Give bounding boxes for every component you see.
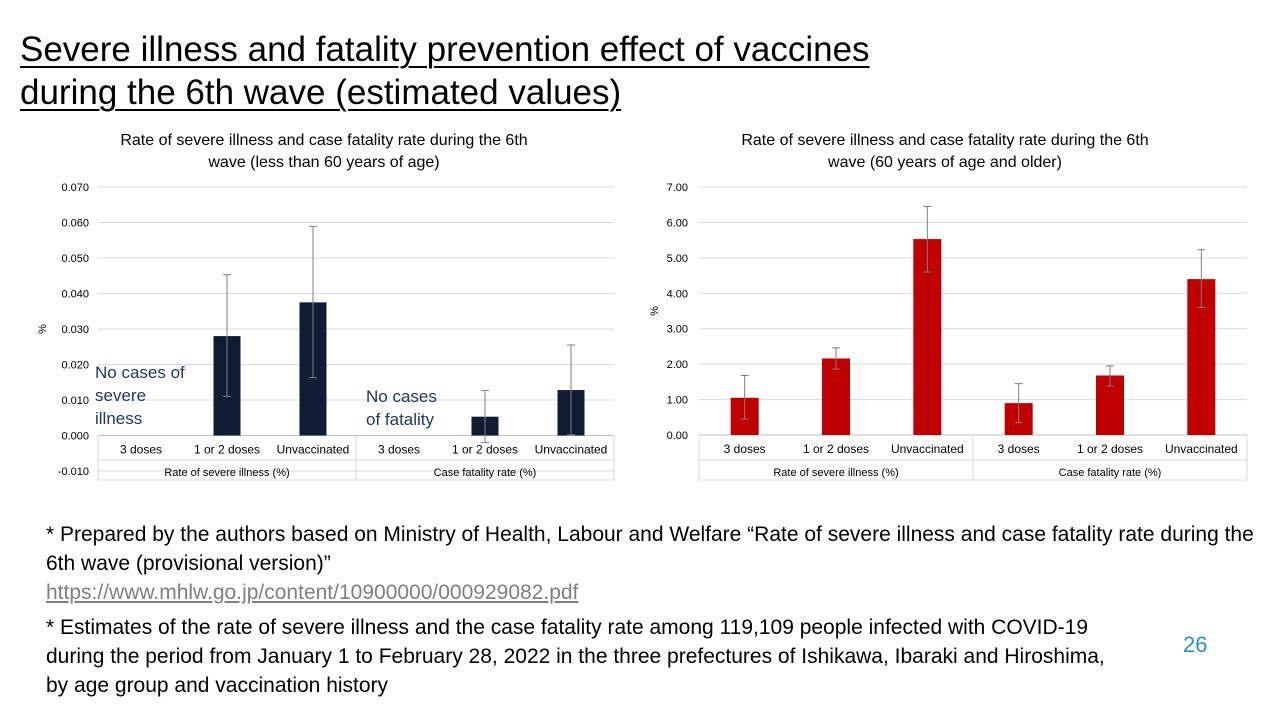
left-category-label: Unvaccinated xyxy=(277,443,350,457)
left-group-label: Rate of severe illness (%) xyxy=(164,467,289,479)
left-category-label: 3 doses xyxy=(120,443,162,457)
right-y-axis-label: % xyxy=(649,306,661,316)
left-category-label: Unvaccinated xyxy=(535,443,608,457)
right-category-label: 1 or 2 doses xyxy=(803,442,869,456)
slide-title: Severe illness and fatality prevention e… xyxy=(20,28,870,114)
right-bar xyxy=(822,358,850,435)
right-category-label: 1 or 2 doses xyxy=(1077,442,1143,456)
right-y-tick-label: 5.00 xyxy=(667,253,688,265)
right-category-label: 3 doses xyxy=(998,442,1040,456)
left-y-tick-label: 0.040 xyxy=(61,289,89,301)
left-category-label: 3 doses xyxy=(378,443,420,457)
right-category-label: 3 doses xyxy=(724,442,766,456)
source-note-text: * Prepared by the authors based on Minis… xyxy=(46,523,1254,575)
left-annotation: No cases of xyxy=(95,363,185,382)
left-group-label: Case fatality rate (%) xyxy=(434,467,537,479)
left-y-tick-label: 0.020 xyxy=(61,360,89,372)
left-y-tick-label: -0.010 xyxy=(58,466,89,478)
right-y-tick-label: 4.00 xyxy=(667,288,688,300)
right-category-label: Unvaccinated xyxy=(1165,442,1238,456)
left-y-tick-label: 0.000 xyxy=(61,431,89,443)
left-annotation: No cases xyxy=(366,387,437,406)
right-y-tick-label: 6.00 xyxy=(667,217,688,229)
left-category-label: 1 or 2 doses xyxy=(452,443,518,457)
chart-under-60: Rate of severe illness and case fatality… xyxy=(37,132,615,481)
right-group-label: Case fatality rate (%) xyxy=(1059,467,1162,479)
left-y-tick-label: 0.070 xyxy=(61,182,89,194)
slide-title-line-1: Severe illness and fatality prevention e… xyxy=(20,30,870,69)
left-y-tick-label: 0.030 xyxy=(61,324,89,336)
right-y-tick-label: 7.00 xyxy=(667,182,688,194)
source-note: * Prepared by the authors based on Minis… xyxy=(46,520,1271,607)
right-y-tick-label: 1.00 xyxy=(667,395,688,407)
left-annotation: illness xyxy=(95,409,142,428)
left-y-axis-label: % xyxy=(37,324,49,334)
right-title-line: wave (60 years of age and older) xyxy=(827,154,1062,171)
left-category-label: 1 or 2 doses xyxy=(194,443,260,457)
left-y-tick-label: 0.050 xyxy=(61,253,89,265)
left-annotation: of fatality xyxy=(366,410,435,429)
footnotes: * Prepared by the authors based on Minis… xyxy=(46,520,1271,700)
left-y-tick-label: 0.010 xyxy=(61,395,89,407)
left-title-line: Rate of severe illness and case fatality… xyxy=(120,132,527,149)
right-y-tick-label: 3.00 xyxy=(667,324,688,336)
source-link[interactable]: https://www.mhlw.go.jp/content/10900000/… xyxy=(46,581,579,604)
left-annotation: severe xyxy=(95,386,146,405)
right-y-tick-label: 0.00 xyxy=(667,430,688,442)
slide-title-line-2: during the 6th wave (estimated values) xyxy=(20,73,622,112)
right-title-line: Rate of severe illness and case fatality… xyxy=(741,132,1148,149)
chart-60-and-older: Rate of severe illness and case fatality… xyxy=(649,132,1248,481)
right-group-label: Rate of severe illness (%) xyxy=(773,467,898,479)
estimate-note: * Estimates of the rate of severe illnes… xyxy=(46,616,1105,697)
left-y-tick-label: 0.060 xyxy=(61,218,89,230)
right-y-tick-label: 2.00 xyxy=(667,359,688,371)
left-title-line: wave (less than 60 years of age) xyxy=(207,154,439,171)
right-category-label: Unvaccinated xyxy=(891,442,964,456)
page-number: 26 xyxy=(1183,632,1208,657)
